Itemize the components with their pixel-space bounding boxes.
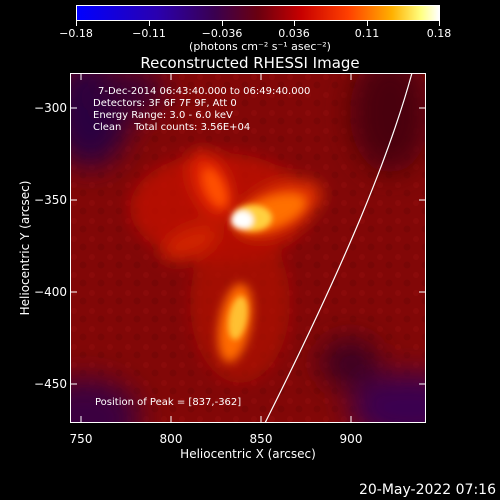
y-axis-label: Heliocentric Y (arcsec)	[18, 180, 32, 316]
y-tick-label: −400	[34, 285, 67, 299]
colorbar-tick-label: 0.11	[354, 27, 380, 40]
annotation-clean: Clean Total counts: 3.56E+04	[93, 122, 251, 133]
colorbar-tick	[367, 21, 368, 26]
image-title: Reconstructed RHESSI Image	[140, 54, 360, 72]
x-tick-label: 900	[339, 432, 363, 446]
x-axis-label: Heliocentric X (arcsec)	[180, 447, 316, 461]
colorbar-tick-label: −0.036	[201, 27, 243, 40]
colorbar-units: (photons cm⁻² s⁻¹ asec⁻²)	[189, 40, 331, 53]
colorbar-tick	[149, 21, 150, 26]
solar-limb	[264, 73, 413, 423]
colorbar-tick-label: 0.036	[278, 27, 310, 40]
x-tick-label: 850	[249, 432, 273, 446]
colorbar-tick-label: −0.18	[59, 27, 93, 40]
annotation-detectors: Detectors: 3F 6F 7F 9F, Att 0	[93, 98, 237, 109]
colorbar-tick	[294, 21, 295, 26]
rhessi-image	[70, 73, 426, 423]
colorbar-tick-label: 0.18	[426, 27, 452, 40]
x-tick-label: 800	[159, 432, 183, 446]
colorbar	[76, 5, 440, 21]
colorbar-tick-label: −0.11	[132, 27, 166, 40]
annotation-time-range: 7-Dec-2014 06:43:40.000 to 06:49:40.000	[98, 86, 311, 97]
colorbar-tick	[439, 21, 440, 26]
footer-date: 20-May-2022 07:16	[358, 482, 496, 498]
annotation-energy: Energy Range: 3.0 - 6.0 keV	[93, 110, 233, 121]
colorbar-tick	[222, 21, 223, 26]
y-tick-label: −300	[34, 101, 67, 115]
x-tick-label: 750	[69, 432, 93, 446]
y-tick-label: −350	[34, 193, 67, 207]
colorbar-tick	[76, 21, 77, 26]
annotation-peak: Position of Peak = [837,-362]	[95, 397, 242, 408]
y-tick-label: −450	[34, 377, 67, 391]
